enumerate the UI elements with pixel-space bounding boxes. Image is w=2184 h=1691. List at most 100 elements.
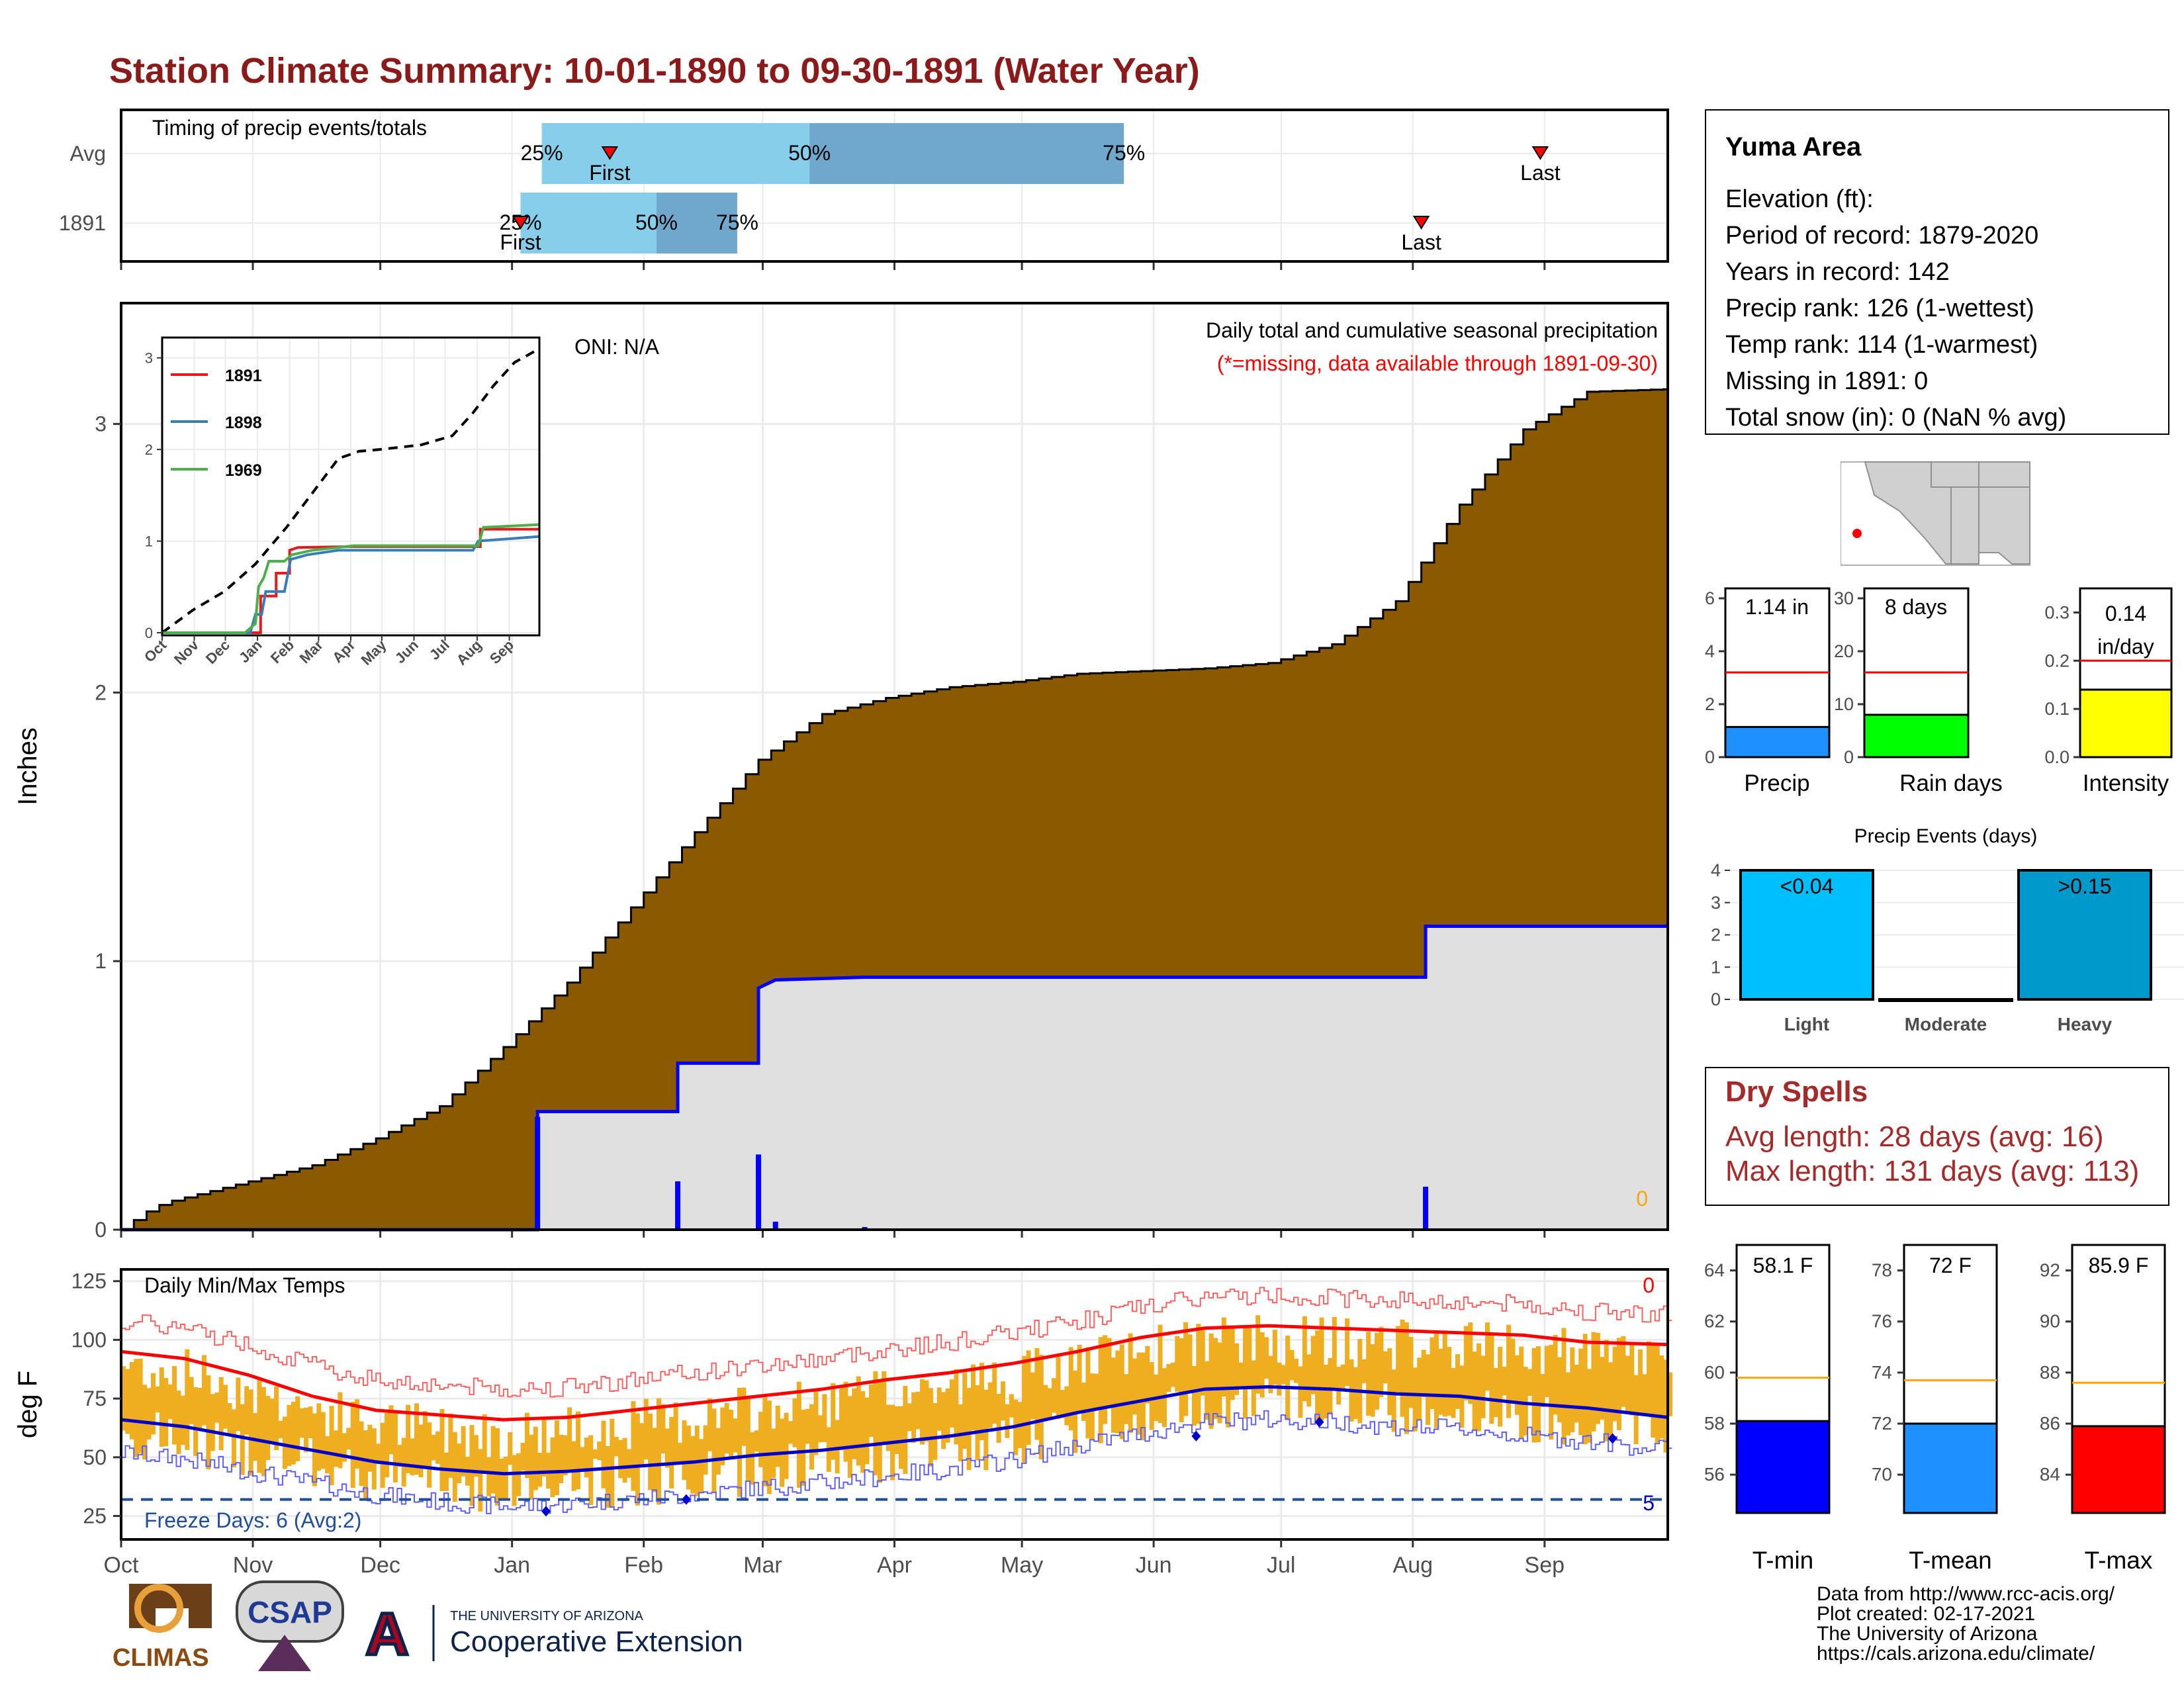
record-min-marker <box>681 1494 691 1505</box>
precip-subtitle: Daily total and cumulative seasonal prec… <box>1206 318 1658 342</box>
freeze-days-label: Freeze Days: 6 (Avg:2) <box>144 1508 361 1532</box>
timing-row-avg: Avg <box>69 142 106 165</box>
temp-daily-bar <box>329 1406 334 1486</box>
events-title: Precip Events (days) <box>1854 825 2038 847</box>
month-label-nov: Nov <box>233 1553 273 1578</box>
temp-daily-bar <box>933 1402 938 1460</box>
temp-daily-bar <box>121 1366 126 1431</box>
legend-label-1969: 1969 <box>225 461 262 480</box>
temp-daily-bar <box>822 1394 827 1442</box>
temp-daily-bar <box>614 1437 619 1457</box>
temp-daily-bar <box>605 1446 610 1508</box>
temp-daily-bar <box>1145 1346 1150 1404</box>
precip-bar <box>1724 725 1831 758</box>
temp-daily-bar <box>601 1420 606 1488</box>
temp-daily-bar <box>1332 1316 1337 1391</box>
events-ticks: 0 1 2 3 4 <box>1711 860 1730 1009</box>
temp-daily-bar <box>1361 1359 1367 1383</box>
temp-daily-bar <box>435 1431 441 1464</box>
temp-daily-bar <box>150 1373 156 1435</box>
tmean-ticks: 70 72 74 76 78 <box>1872 1260 1904 1485</box>
temp-daily-bar <box>1370 1344 1375 1417</box>
temp-daily-bar <box>1255 1315 1261 1394</box>
climas-logo: CLIMAS <box>113 1584 212 1672</box>
station-name: Yuma Area <box>1725 132 1862 161</box>
temp-daily-bar <box>745 1396 751 1482</box>
temp-daily-bar <box>1038 1354 1044 1460</box>
temp-daily-bar <box>299 1408 304 1438</box>
avg-max-line <box>120 1324 1668 1422</box>
precip-y-ticks: 0 1 2 3 <box>95 412 121 1242</box>
temp-daily-bar <box>427 1422 432 1488</box>
temp-daily-bar <box>193 1387 199 1456</box>
daily-precip-bar <box>772 1221 778 1230</box>
temp-daily-bar <box>325 1436 330 1474</box>
temp-daily-bar <box>371 1428 377 1490</box>
events-bar-label: <0.04 <box>1780 874 1834 898</box>
temp-summary-bars: 58.1 F T-min 56 58 60 62 64 72 F T-mean 70 72… <box>1704 1244 2166 1574</box>
mini-bar-tick-label: 0.1 <box>2044 699 2070 719</box>
temp-daily-bar <box>788 1421 793 1444</box>
temp-daily-bar <box>431 1434 436 1461</box>
month-label-may: May <box>1001 1553 1043 1578</box>
timing-first-label: First <box>500 230 541 254</box>
temp-daily-bar <box>1565 1372 1570 1436</box>
temp-daily-bar <box>1179 1338 1184 1422</box>
temp-daily-bar <box>223 1385 228 1429</box>
temp-daily-bar <box>711 1408 717 1492</box>
temp-daily-bar <box>1379 1326 1384 1397</box>
temp-daily-bar <box>954 1369 959 1445</box>
temp-daily-bar <box>248 1389 253 1476</box>
temp-daily-bar <box>1217 1342 1222 1424</box>
temp-daily-bar <box>631 1401 636 1491</box>
temp-daily-bar <box>1442 1330 1447 1417</box>
temp-daily-bar <box>1472 1351 1477 1432</box>
temp-daily-bar <box>720 1407 725 1465</box>
temp-daily-bar <box>741 1387 747 1446</box>
tmax-ticks: 84 86 88 90 92 <box>2040 1260 2072 1485</box>
temp-daily-bar <box>1357 1339 1363 1424</box>
temp-daily-bar <box>1600 1357 1605 1420</box>
temp-daily-bar <box>537 1453 543 1487</box>
temp-daily-bar <box>860 1391 866 1473</box>
temp-bar-tick-label: 72 <box>1872 1413 1892 1434</box>
ua-logo: A THE UNIVERSITY OF ARIZONA Cooperative … <box>364 1600 743 1670</box>
temp-daily-bar <box>1625 1355 1630 1414</box>
temp-daily-bar <box>508 1432 513 1465</box>
temp-daily-bar <box>877 1380 882 1483</box>
temp-daily-bar <box>805 1408 810 1444</box>
temp-daily-bar <box>1064 1386 1069 1426</box>
temp-daily-bar <box>1242 1328 1248 1419</box>
temp-daily-bar <box>227 1402 232 1434</box>
temp-daily-bar <box>1136 1352 1142 1435</box>
temp-daily-bar <box>1047 1388 1052 1420</box>
temp-daily-bar <box>1196 1324 1201 1424</box>
events-y-tick-label: 4 <box>1711 860 1721 880</box>
map-california <box>1841 463 1946 564</box>
temp-daily-bar <box>1387 1348 1392 1416</box>
temp-daily-bar <box>218 1377 224 1451</box>
temp-daily-bar <box>1259 1332 1265 1398</box>
precip-summary-bars: 1.14 in Precip 0 2 4 6 8 days Rain days 0 10… <box>1705 587 2173 796</box>
temp-daily-bar <box>350 1401 355 1488</box>
temp-daily-bar <box>1451 1367 1456 1418</box>
temp-daily-bar <box>482 1414 487 1473</box>
temp-daily-bar <box>1587 1369 1592 1443</box>
ua-a-logo: A <box>366 1602 409 1668</box>
tmean-bar-title: T-mean <box>1909 1547 1991 1574</box>
timing-bar-25-50 <box>520 193 657 253</box>
temp-daily-bar <box>1510 1338 1516 1402</box>
temp-daily-bar <box>541 1418 547 1477</box>
month-label-sep: Sep <box>1525 1553 1565 1578</box>
temp-daily-bar <box>882 1371 887 1445</box>
temp-daily-bar <box>992 1362 997 1424</box>
temp-daily-bar <box>1043 1385 1048 1422</box>
temp-daily-bar <box>1374 1332 1379 1410</box>
temp-daily-bar <box>529 1434 534 1500</box>
events-bar-heavy <box>2017 869 2152 1001</box>
temp-daily-bar <box>1115 1350 1120 1434</box>
tmin-bar <box>1735 1420 1831 1514</box>
temp-daily-bar <box>775 1405 780 1467</box>
temp-daily-bar <box>448 1413 453 1478</box>
